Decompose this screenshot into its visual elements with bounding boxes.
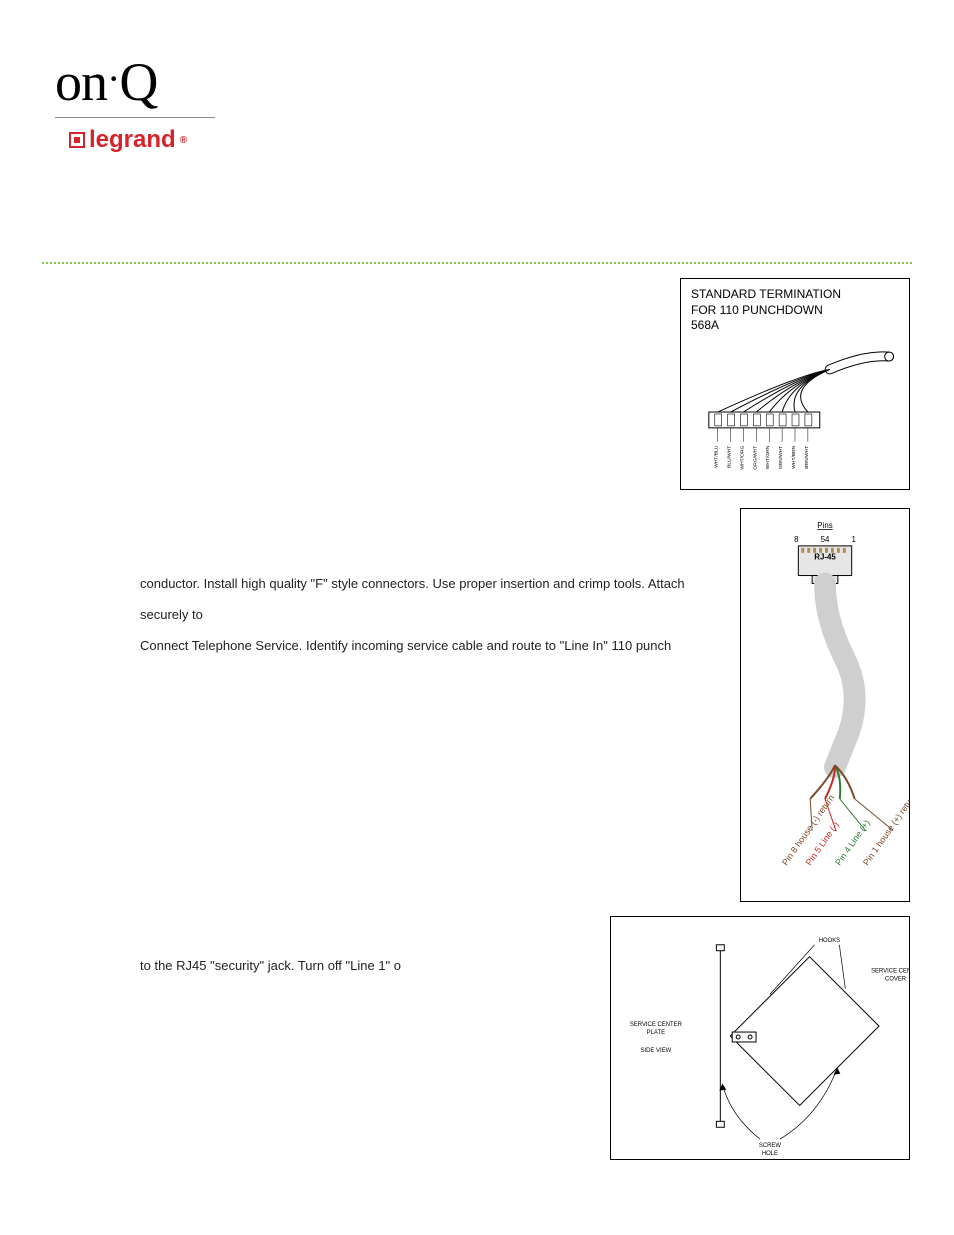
center-bracket-icon — [732, 1032, 756, 1042]
fig3-screw-2: HOLE — [762, 1151, 778, 1157]
onq-wordmark: on·Q — [55, 55, 225, 109]
fig2-pin1: 1 — [851, 535, 855, 544]
cover-outline — [730, 957, 879, 1106]
fig1-wire-label: BLU/WHT — [727, 445, 733, 467]
fig2-rj45-label: RJ-45 — [814, 553, 836, 562]
fig1-wire-label: WHT/ORG — [739, 445, 745, 469]
fig1-title-l2: FOR 110 PUNCHDOWN — [691, 303, 899, 319]
fig1-wire-label: ORG/WHT — [752, 445, 758, 469]
legrand-wordmark: legrand ® — [55, 126, 225, 154]
fig3-sideview: SIDE VIEW — [641, 1048, 672, 1054]
fig3-plate-label-2: PLATE — [647, 1030, 665, 1036]
fig1-diagram: WHT/BLU BLU/WHT WHT/ORG ORG/WHT WHT/GRN GRN/W… — [691, 334, 899, 494]
fig1-wire-label: GRN/WHT — [778, 445, 784, 469]
figure-punchdown-568a: STANDARD TERMINATION FOR 110 PUNCHDOWN 5… — [680, 278, 910, 490]
fig2-diagram: Pins 8 54 1 RJ-45 Pin 8 house (-) return… — [741, 509, 909, 901]
section-divider — [42, 262, 912, 264]
fig2-pin54: 54 — [821, 535, 830, 544]
legrand-text: legrand — [89, 126, 176, 154]
fig3-hooks-label: HOOKS — [819, 938, 840, 944]
brand-logo: on·Q legrand ® — [55, 55, 225, 154]
fig1-wire-label: WHT/GRN — [765, 445, 771, 469]
fig3-cover-label-1: SERVICE CENTER — [871, 969, 909, 975]
fig1-title-l1: STANDARD TERMINATION — [691, 287, 899, 303]
figure-rj45-pinout: Pins 8 54 1 RJ-45 Pin 8 house (-) return… — [740, 508, 910, 902]
cable-body — [825, 583, 855, 767]
onq-q: Q — [119, 52, 157, 112]
fig3-plate-label-1: SERVICE CENTER — [630, 1022, 683, 1028]
fig1-wire-label: WHT/BRN — [791, 445, 797, 468]
body-line-2: Connect Telephone Service. Identify inco… — [140, 630, 720, 661]
fig1-wire-label: BRN/WHT — [804, 445, 810, 468]
onq-on: on — [55, 52, 107, 112]
fig3-diagram: HOOKS SERVICE CENTER COVER SERVICE CENTE… — [611, 917, 909, 1159]
fig1-wire-label: WHT/BLU — [714, 445, 720, 468]
fig2-pins-label: Pins — [817, 521, 832, 530]
legrand-square-icon — [69, 132, 85, 148]
fig3-cover-label-2: COVER — [885, 976, 907, 982]
fig1-title: STANDARD TERMINATION FOR 110 PUNCHDOWN 5… — [691, 287, 899, 334]
body-paragraph-1: conductor. Install high quality "F" styl… — [140, 568, 720, 662]
onq-dot: · — [107, 56, 119, 101]
body-line-1: conductor. Install high quality "F" styl… — [140, 568, 720, 630]
logo-divider — [55, 117, 215, 118]
fig1-title-l3: 568A — [691, 318, 899, 334]
fig3-screw-1: SCREW — [759, 1143, 781, 1149]
figure-service-center-cover: HOOKS SERVICE CENTER COVER SERVICE CENTE… — [610, 916, 910, 1160]
registered-mark: ® — [180, 135, 187, 146]
fig2-pin8: 8 — [794, 535, 799, 544]
